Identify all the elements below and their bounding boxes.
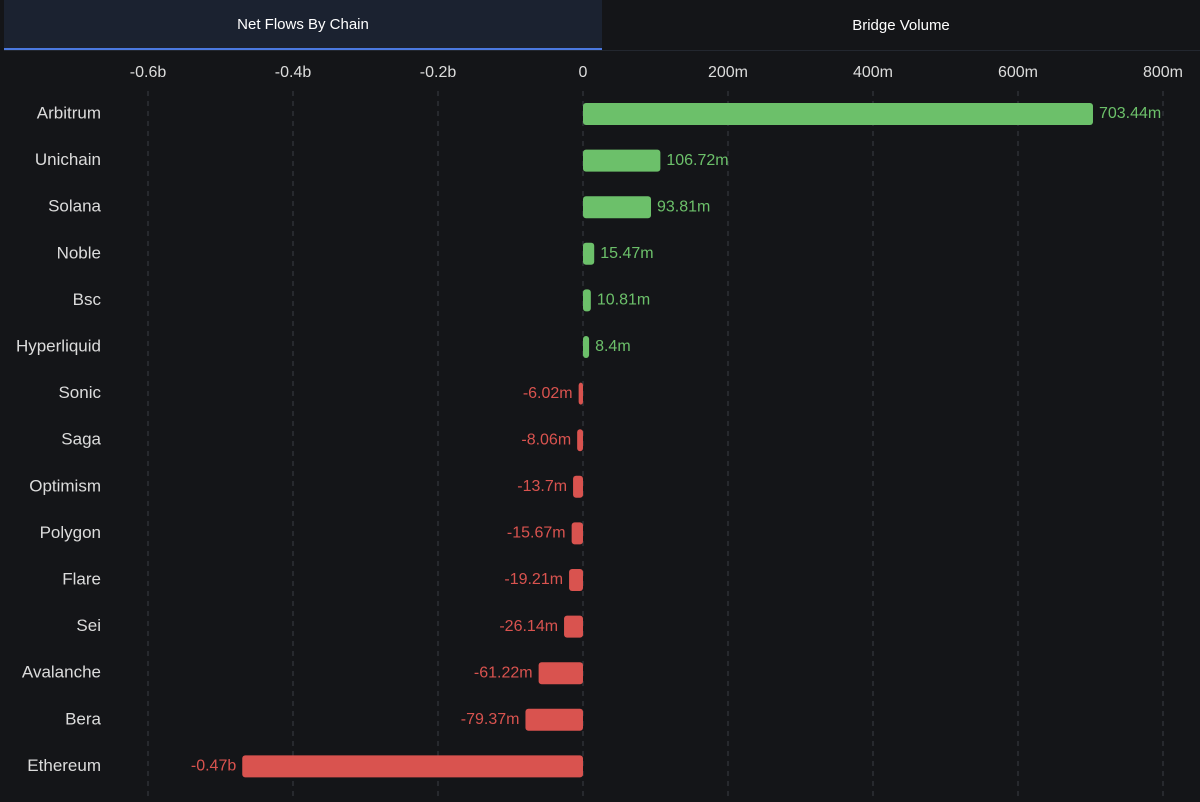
category-label: Noble <box>57 243 101 262</box>
grid-lines <box>147 91 1164 796</box>
chart-tabs: Net Flows By Chain Bridge Volume <box>4 0 1200 51</box>
bar-avalanche[interactable] <box>538 662 583 685</box>
x-tick-label: 200m <box>708 64 748 81</box>
x-tick-label: 600m <box>998 64 1038 81</box>
data-label: -0.47b <box>191 758 236 775</box>
data-label: 8.4m <box>595 338 631 355</box>
bars <box>242 103 1093 778</box>
category-label: Bsc <box>73 290 102 309</box>
bar-hyperliquid[interactable] <box>583 336 590 358</box>
bar-polygon[interactable] <box>571 522 583 545</box>
net-flows-bar-chart: -0.6b -0.4b -0.2b 0 200m 400m 600m 800m Arbitrum… <box>16 64 1183 796</box>
bar-ethereum[interactable] <box>242 755 583 778</box>
data-label: -15.67m <box>507 525 566 542</box>
category-label: Ethereum <box>27 756 101 775</box>
data-label: -19.21m <box>504 571 563 588</box>
category-label: Optimism <box>29 476 101 495</box>
bar-flare[interactable] <box>569 569 583 591</box>
data-labels: 703.44m 106.72m 93.81m 15.47m 10.81m 8.4m -6.0… <box>191 105 1161 774</box>
category-label: Saga <box>61 430 101 449</box>
data-label: -8.06m <box>521 431 571 448</box>
category-label: Polygon <box>40 523 101 542</box>
category-label: Sonic <box>58 383 101 402</box>
category-label: Arbitrum <box>37 103 101 122</box>
bar-sei[interactable] <box>564 615 583 638</box>
x-tick-label: -0.2b <box>420 64 457 81</box>
bar-bsc[interactable] <box>583 289 591 312</box>
x-tick-label: -0.6b <box>130 64 167 81</box>
category-label: Avalanche <box>22 663 101 682</box>
tab-bridge-volume[interactable]: Bridge Volume <box>852 16 950 34</box>
data-label: -61.22m <box>474 664 533 681</box>
bar-noble[interactable] <box>583 242 595 265</box>
x-tick-label: 0 <box>579 64 588 81</box>
category-label: Sei <box>76 616 101 635</box>
x-tick-label: 400m <box>853 64 893 81</box>
category-label: Flare <box>62 569 101 588</box>
category-label: Unichain <box>35 150 101 169</box>
bar-bera[interactable] <box>525 708 583 731</box>
data-label: 15.47m <box>600 245 653 262</box>
data-label: 106.72m <box>666 152 728 169</box>
x-axis: -0.6b -0.4b -0.2b 0 200m 400m 600m 800m <box>130 64 1183 81</box>
data-label: -6.02m <box>523 385 573 402</box>
bar-solana[interactable] <box>583 196 652 219</box>
data-label: 93.81m <box>657 198 710 215</box>
category-label: Bera <box>65 709 101 728</box>
x-tick-label: -0.4b <box>275 64 312 81</box>
bar-saga[interactable] <box>577 429 583 452</box>
y-axis: Arbitrum Unichain Solana Noble Bsc Hyperliqui… <box>16 103 102 774</box>
bar-unichain[interactable] <box>583 149 661 172</box>
bar-optimism[interactable] <box>573 475 583 498</box>
bar-sonic[interactable] <box>578 382 583 405</box>
bar-arbitrum[interactable] <box>583 103 1093 125</box>
x-tick-label: 800m <box>1143 64 1183 81</box>
tab-net-flows-by-chain[interactable]: Net Flows By Chain <box>4 0 602 50</box>
data-label: 703.44m <box>1099 105 1161 122</box>
data-label: -13.7m <box>517 478 567 495</box>
category-label: Hyperliquid <box>16 336 101 355</box>
data-label: -26.14m <box>499 618 558 635</box>
category-label: Solana <box>48 197 101 216</box>
data-label: -79.37m <box>461 711 520 728</box>
data-label: 10.81m <box>597 292 650 309</box>
